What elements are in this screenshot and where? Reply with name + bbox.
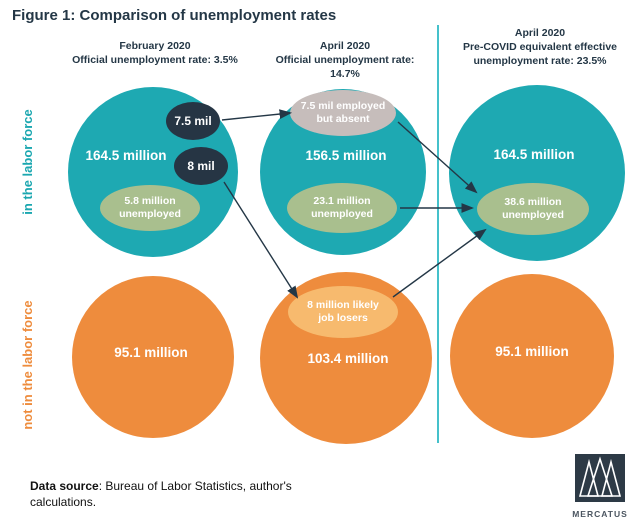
- column-divider-line: [437, 25, 439, 443]
- value-feb-not-labor-force: 95.1 million: [114, 345, 188, 360]
- sub-bubble-8-mil: 8 mil: [174, 147, 228, 185]
- column-header-february-2020: February 2020 Official unemployment rate…: [70, 40, 240, 68]
- mercatus-logo-text: MERCATUS: [572, 509, 628, 519]
- column-header-precovid-equivalent: April 2020 Pre-COVID equivalent effectiv…: [448, 27, 632, 69]
- column-header-april-2020: April 2020 Official unemployment rate: 1…: [260, 40, 430, 82]
- header-line: April 2020: [514, 27, 566, 39]
- header-line: Official unemployment rate: 14.7%: [275, 53, 415, 80]
- mercatus-logo: MERCATUS: [568, 454, 632, 519]
- value-apr-not-labor-force: 103.4 million: [307, 351, 389, 366]
- arrow-job-losers-to-386-unemployed: [392, 228, 487, 298]
- header-line: April 2020: [319, 40, 371, 52]
- mercatus-logo-mark: [575, 454, 625, 502]
- value-feb-labor-force: 164.5 million: [85, 148, 167, 163]
- header-line: unemployment rate: 23.5%: [473, 54, 607, 67]
- value-precovid-not-labor-force: 95.1 million: [495, 344, 569, 359]
- sub-bubble-7-5-mil: 7.5 mil: [166, 102, 220, 140]
- bubble-feb-not-labor-force: [72, 276, 234, 438]
- sub-bubble-precovid-unemployed: 38.6 million unemployed: [477, 183, 589, 235]
- data-source-note: Data source: Bureau of Labor Statistics,…: [30, 478, 330, 510]
- header-line: February 2020: [119, 40, 191, 52]
- sub-bubble-employed-but-absent: 7.5 mil employed but absent: [290, 90, 396, 136]
- bubble-precovid-not-labor-force: [450, 274, 614, 438]
- row-label-in-labor-force: in the labor force: [20, 109, 35, 215]
- row-label-not-in-labor-force: not in the labor force: [20, 300, 35, 430]
- sub-bubble-apr-unemployed: 23.1 million unemployed: [287, 183, 397, 233]
- value-precovid-labor-force: 164.5 million: [493, 147, 575, 162]
- sub-bubble-likely-job-losers: 8 million likely job losers: [288, 286, 398, 338]
- figure-title: Figure 1: Comparison of unemployment rat…: [12, 7, 337, 24]
- header-line: Pre-COVID equivalent effective: [462, 40, 618, 53]
- data-source-text: : Bureau of Labor Statistics, author's c…: [30, 479, 292, 510]
- data-source-label: Data source: [30, 479, 99, 493]
- header-line: Official unemployment rate: 3.5%: [72, 53, 238, 66]
- sub-bubble-feb-unemployed: 5.8 million unemployed: [100, 185, 200, 231]
- value-apr-labor-force: 156.5 million: [305, 148, 387, 163]
